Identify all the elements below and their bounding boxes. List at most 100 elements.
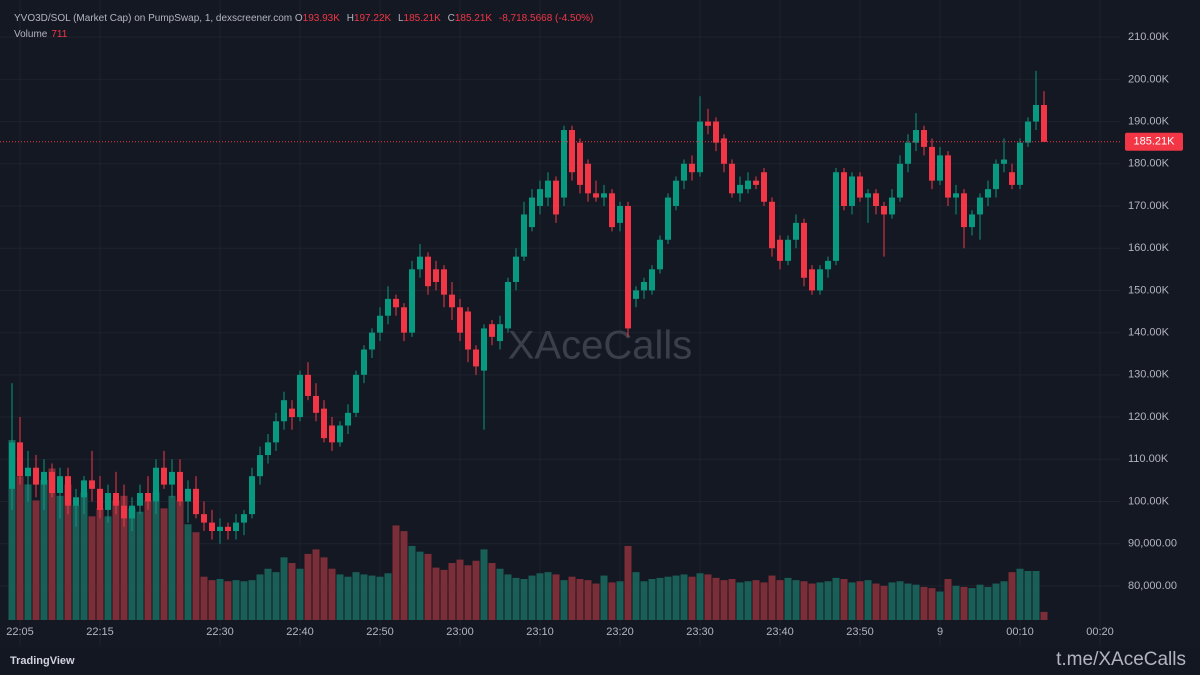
x-tick-label: 23:20 xyxy=(606,626,634,638)
volume-bar xyxy=(808,583,816,620)
volume-bar xyxy=(584,580,592,620)
volume-bar xyxy=(600,575,608,620)
volume-bar xyxy=(896,581,904,620)
x-tick-label: 23:00 xyxy=(446,626,474,638)
volume-bar xyxy=(696,573,704,620)
candle-body xyxy=(721,138,727,164)
candle-body xyxy=(441,269,447,295)
candle-body xyxy=(961,193,967,228)
volume-bar xyxy=(240,581,248,620)
volume-bar xyxy=(352,572,360,620)
candle-body xyxy=(305,374,311,396)
volume-bar xyxy=(440,569,448,620)
volume-bar xyxy=(952,585,960,620)
candle-body xyxy=(753,180,759,185)
volume-bar xyxy=(312,549,320,620)
volume-bar xyxy=(416,551,424,620)
candle-body xyxy=(985,189,991,198)
candle-body xyxy=(841,172,847,206)
volume-bar xyxy=(88,516,96,620)
volume-bar xyxy=(192,532,200,620)
volume-bar xyxy=(568,576,576,620)
candle-body xyxy=(729,163,735,194)
volume-bar xyxy=(648,578,656,620)
candle-body xyxy=(201,514,207,523)
candle-body xyxy=(561,130,567,198)
candle-body xyxy=(465,311,471,350)
footer: TradingView t.me/XAceCalls xyxy=(0,648,1200,675)
last-price-box xyxy=(1125,132,1183,151)
volume-title: Volume xyxy=(14,29,48,40)
volume-bar xyxy=(424,553,432,620)
volume-bar xyxy=(384,573,392,620)
candle-body xyxy=(1041,104,1047,142)
candle-body xyxy=(241,514,247,523)
volume-bar xyxy=(1000,581,1008,620)
volume-bar xyxy=(976,584,984,620)
volume-bar xyxy=(528,575,536,620)
volume-bar xyxy=(136,511,144,620)
candle-body xyxy=(849,176,855,206)
candle-body xyxy=(1017,142,1023,185)
volume-bar xyxy=(16,476,24,620)
volume-bar xyxy=(840,578,848,620)
y-tick-label: 140.00K xyxy=(1128,327,1170,339)
candle-body xyxy=(705,121,711,126)
volume-bar xyxy=(56,495,64,620)
volume-bar xyxy=(656,577,664,620)
candle-body xyxy=(385,298,391,316)
candle-body xyxy=(17,442,23,477)
volume-bar xyxy=(768,575,776,620)
candle-body xyxy=(337,425,343,443)
volume-bar xyxy=(432,567,440,620)
candle-body xyxy=(233,522,239,532)
candle-body xyxy=(521,214,527,257)
candle-body xyxy=(673,180,679,206)
candle-body xyxy=(137,493,143,506)
candle-body xyxy=(129,505,135,519)
candle-body xyxy=(881,205,887,215)
volume-bar xyxy=(944,578,952,620)
y-tick-label: 150.00K xyxy=(1128,284,1170,296)
candle-body xyxy=(609,193,615,228)
x-tick-label: 22:50 xyxy=(366,626,394,638)
y-tick-label: 170.00K xyxy=(1128,200,1170,212)
candle-body xyxy=(145,493,151,502)
volume-bar xyxy=(832,577,840,620)
y-tick-label: 130.00K xyxy=(1128,369,1170,381)
x-tick-label: 22:30 xyxy=(206,626,234,638)
volume-bar xyxy=(80,492,88,620)
candle-body xyxy=(825,260,831,270)
volume-bar xyxy=(792,580,800,620)
volume-bar xyxy=(552,574,560,620)
volume-bar xyxy=(728,578,736,620)
candle-body xyxy=(897,163,903,198)
volume-bar xyxy=(576,578,584,620)
volume-bar xyxy=(40,479,48,620)
candle-body xyxy=(273,421,279,443)
volume-bar xyxy=(272,572,280,620)
legend-letter: O xyxy=(294,13,303,24)
candle-body xyxy=(641,281,647,291)
y-tick-label: 200.00K xyxy=(1128,73,1170,85)
candle-body xyxy=(969,214,975,228)
candle-body xyxy=(665,197,671,240)
candle-body xyxy=(873,193,879,206)
candle-body xyxy=(105,493,111,510)
candle-body xyxy=(809,269,815,291)
volume-bar xyxy=(536,573,544,620)
candle-body xyxy=(9,442,15,489)
candle-body xyxy=(265,442,271,456)
candle-body xyxy=(505,281,511,329)
candle-body xyxy=(681,163,687,181)
x-tick-label: 22:05 xyxy=(6,626,34,638)
x-tick-label: 23:10 xyxy=(526,626,554,638)
volume-bar xyxy=(720,580,728,620)
watermark: XAceCalls xyxy=(508,324,693,368)
volume-bar xyxy=(1024,571,1032,620)
y-tick-label: 210.00K xyxy=(1128,31,1170,43)
volume-bar xyxy=(496,568,504,620)
volume-bar xyxy=(968,588,976,620)
candle-body xyxy=(249,476,255,515)
candle-body xyxy=(593,193,599,198)
